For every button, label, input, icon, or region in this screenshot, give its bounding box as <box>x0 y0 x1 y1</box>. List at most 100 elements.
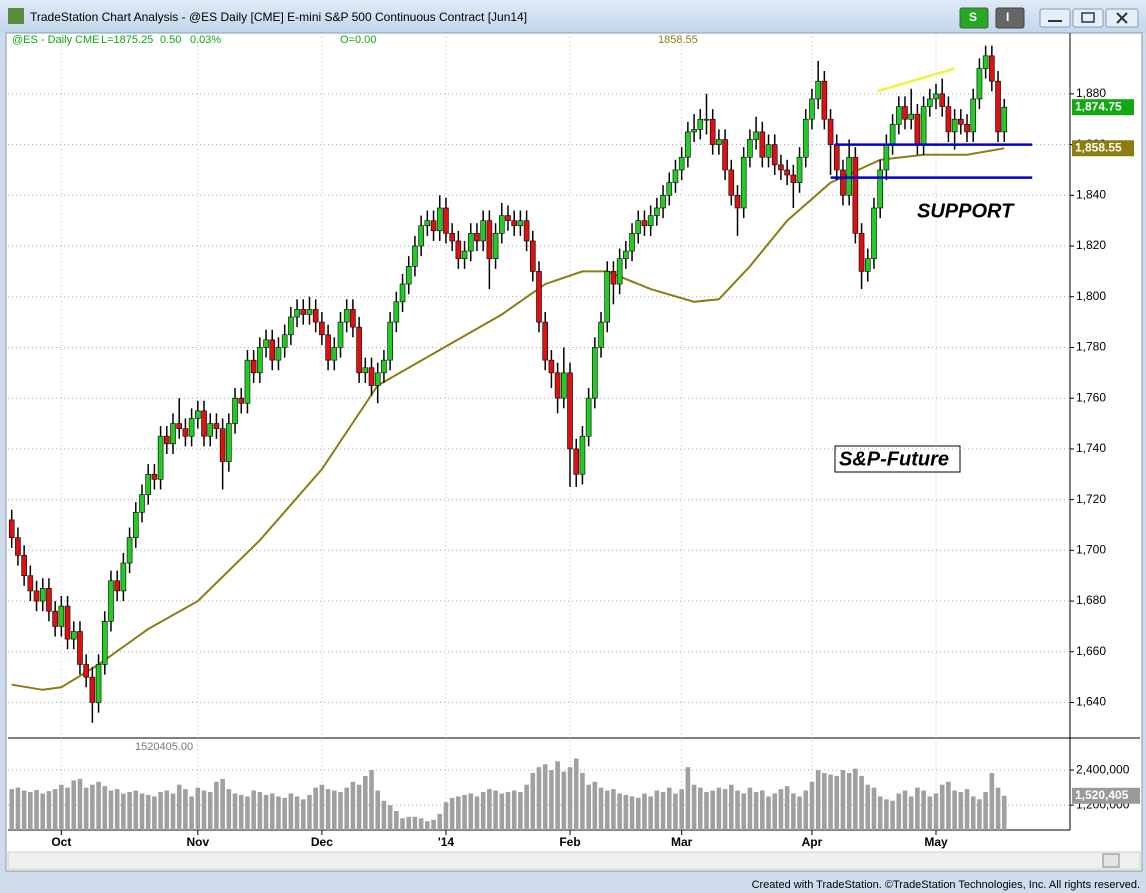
candle-body <box>529 240 536 272</box>
indicator-button-label[interactable]: I <box>1006 10 1009 24</box>
candle-body <box>312 309 319 323</box>
volume-bar <box>71 780 77 830</box>
volume-bar <box>946 781 951 830</box>
candle-body <box>542 321 549 361</box>
close-icon <box>1116 12 1128 24</box>
candle-body <box>399 283 406 303</box>
volume-bar <box>59 784 64 830</box>
candle-body <box>889 123 896 145</box>
y-tick-label: 1,820 <box>1076 238 1106 252</box>
candle-body <box>827 118 834 145</box>
candle-body <box>871 207 877 260</box>
candle-body <box>709 118 716 145</box>
candle-body <box>151 473 158 480</box>
candle-body <box>604 271 611 323</box>
candle-body <box>27 575 34 592</box>
candle-body <box>691 129 697 133</box>
candle-body <box>381 359 387 374</box>
candle-body <box>647 215 654 227</box>
volume-bar <box>741 793 747 830</box>
candle-body <box>486 220 493 260</box>
app-icon <box>8 8 24 24</box>
volume-bar <box>598 787 604 830</box>
candle-body <box>908 113 914 120</box>
volume-bar <box>729 784 734 830</box>
volume-bar <box>834 775 840 830</box>
volume-bar <box>220 778 225 830</box>
strategy-button-label[interactable]: S <box>969 10 977 24</box>
candle-body <box>1001 106 1008 133</box>
candle-body <box>449 233 455 242</box>
candle-body <box>331 347 338 361</box>
scroll-button[interactable] <box>1102 853 1120 868</box>
candle-body <box>790 174 797 183</box>
volume-bar <box>592 781 598 830</box>
volume-bar <box>474 796 480 830</box>
volume-bar <box>890 800 895 830</box>
volume-bar <box>815 770 821 830</box>
volume-bar <box>927 796 933 830</box>
volume-bar <box>530 773 536 830</box>
candle-body <box>498 215 505 234</box>
candle-body <box>616 258 623 285</box>
maximize-icon <box>1081 12 1095 23</box>
volume-bar <box>164 790 170 830</box>
volume-bar <box>666 787 672 830</box>
candle-body <box>300 309 307 315</box>
volume-bar <box>555 761 560 830</box>
candle-body <box>337 321 344 348</box>
candle-body <box>585 397 592 437</box>
candle-body <box>809 98 815 120</box>
volume-bar <box>96 781 101 830</box>
candle-body <box>58 605 65 627</box>
strategy-button[interactable] <box>959 7 989 29</box>
volume-bar <box>716 787 722 830</box>
candle-body <box>362 367 369 374</box>
volume-bar <box>871 787 877 830</box>
candle-body <box>232 397 238 424</box>
volume-bar <box>158 792 163 830</box>
candle-body <box>15 537 21 556</box>
price-marker <box>1072 140 1134 157</box>
volume-bar <box>176 784 182 830</box>
candle-body <box>759 131 766 158</box>
scrollbar[interactable] <box>7 851 1141 870</box>
volume-bar <box>884 799 889 830</box>
volume-bar <box>685 767 691 830</box>
candle-body <box>455 240 462 260</box>
candle-body <box>927 98 933 107</box>
candle-body <box>678 156 685 171</box>
candle-body <box>672 169 679 183</box>
candle-body <box>579 435 586 475</box>
candle-body <box>784 169 790 176</box>
indicator-button[interactable] <box>995 7 1025 29</box>
volume-bar <box>214 781 219 830</box>
volume-bar <box>977 799 982 830</box>
volume-bar <box>952 790 957 830</box>
candle-body <box>778 164 784 171</box>
volume-bar <box>412 816 418 830</box>
candle-body <box>170 423 176 445</box>
volume-bar <box>604 790 610 830</box>
volume-bar <box>263 794 269 830</box>
candle-body <box>895 106 902 125</box>
candle-body <box>319 321 325 336</box>
y-tick-label: 1,760 <box>1076 390 1106 404</box>
volume-bar <box>251 790 256 830</box>
volume-bar <box>635 797 641 830</box>
candle-body <box>796 156 803 183</box>
volume-bar <box>83 787 89 830</box>
volume-bar <box>859 775 864 830</box>
y-tick-label: 1,800 <box>1076 289 1106 303</box>
minimize-button[interactable] <box>1039 8 1071 28</box>
candle-body <box>703 118 710 121</box>
volume-bar <box>313 787 318 830</box>
name-annotation: S&P-Future <box>839 448 949 470</box>
volume-bar <box>207 792 213 830</box>
maximize-button[interactable] <box>1072 8 1104 28</box>
candle-body <box>263 339 269 348</box>
volume-bar <box>369 770 374 830</box>
candle-body <box>802 118 809 158</box>
candle-body <box>511 220 517 227</box>
volume-bar <box>40 793 46 830</box>
